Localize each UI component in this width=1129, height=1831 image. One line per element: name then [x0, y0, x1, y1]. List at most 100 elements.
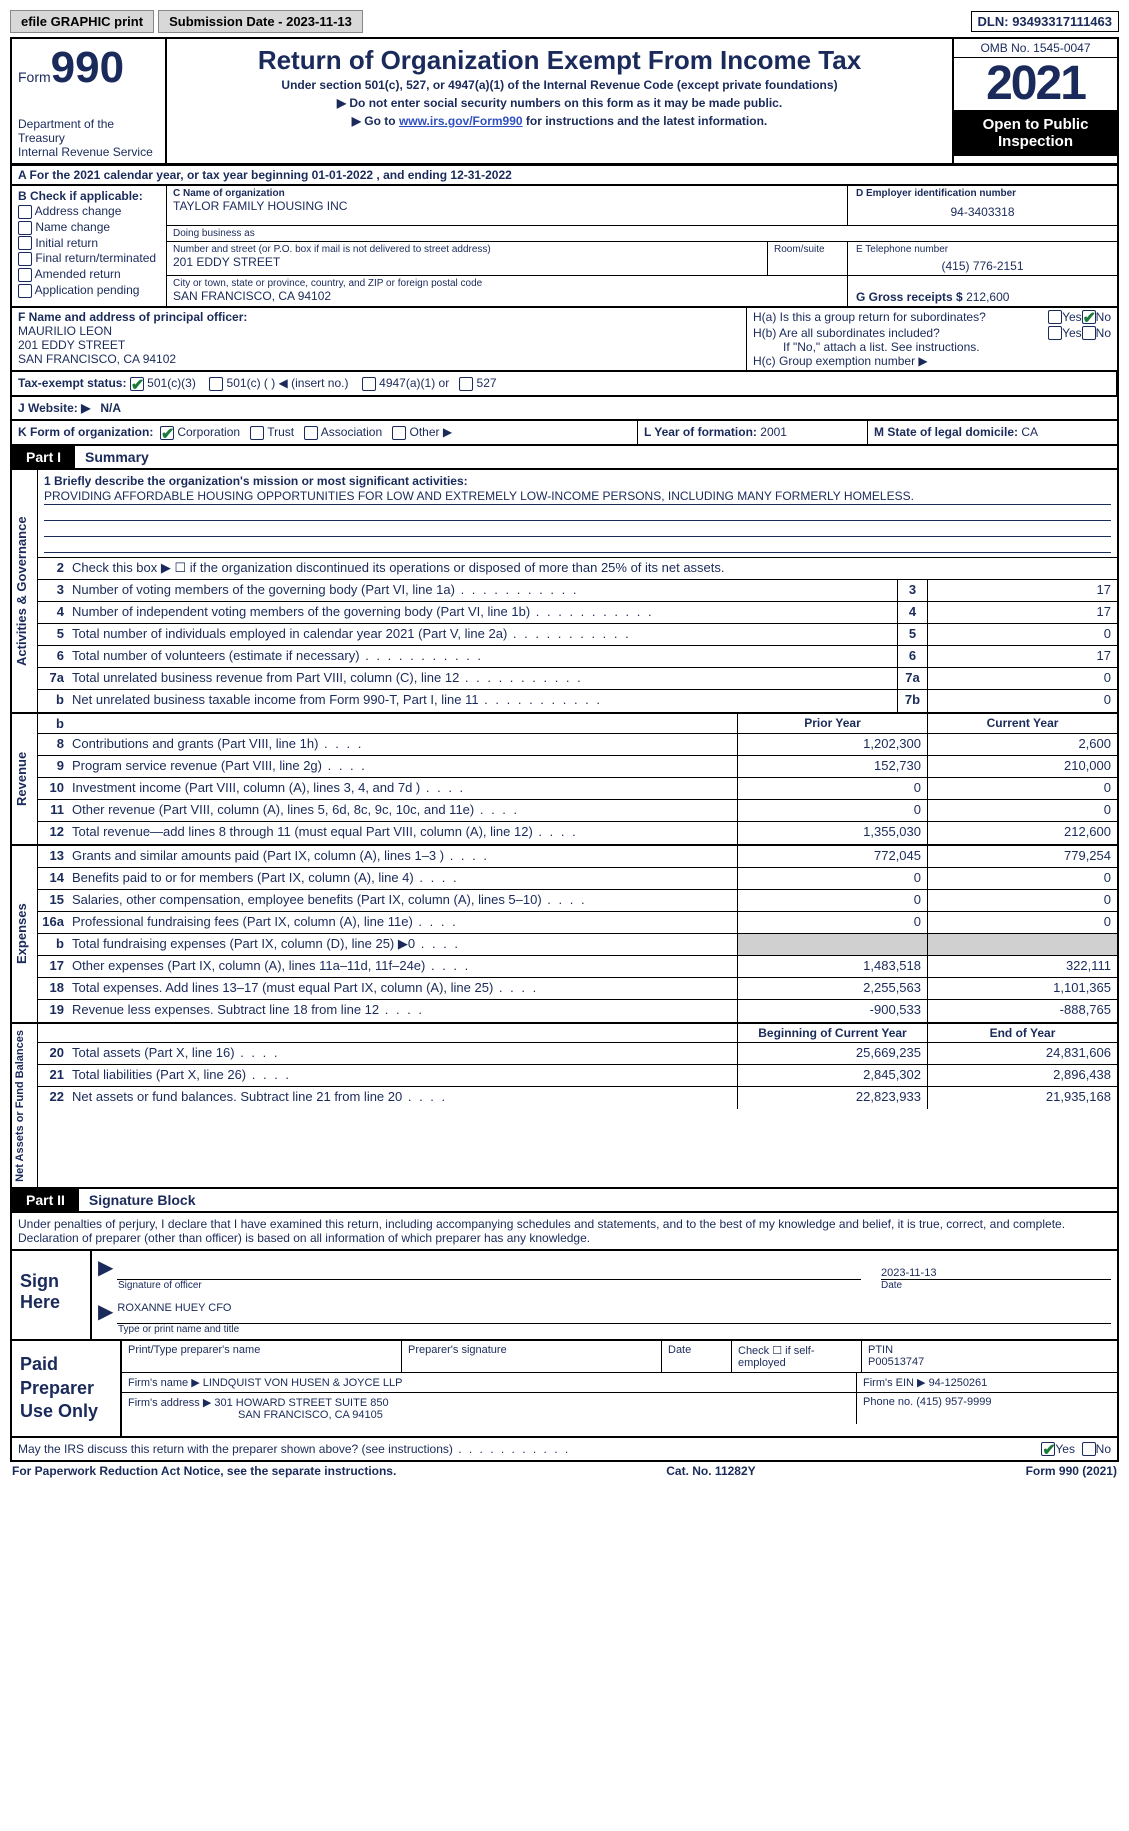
rev-hdr-spacer: [68, 714, 737, 733]
data-row-22: 22Net assets or fund balances. Subtract …: [38, 1087, 1117, 1109]
checkbox-discuss-yes[interactable]: [1041, 1442, 1055, 1456]
row-text: Total revenue—add lines 8 through 11 (mu…: [68, 822, 737, 844]
row-prior: 0: [737, 912, 927, 933]
checkbox-other[interactable]: [392, 426, 406, 440]
row-text: Total unrelated business revenue from Pa…: [68, 668, 897, 689]
checkbox-hb-yes[interactable]: [1048, 326, 1062, 340]
na-hdr-spacer: [38, 1024, 737, 1042]
officer-signature-field[interactable]: [117, 1256, 861, 1280]
col-b-header: B Check if applicable:: [18, 189, 160, 203]
row-num: 9: [38, 756, 68, 777]
section-netassets: Net Assets or Fund Balances Beginning of…: [10, 1024, 1119, 1190]
pp-ein-val: 94-1250261: [929, 1377, 988, 1389]
row-box: 7a: [897, 668, 927, 689]
checkbox-name-change[interactable]: [18, 221, 32, 235]
row-val: 0: [927, 668, 1117, 689]
checkbox-4947[interactable]: [362, 377, 376, 391]
row-val: 17: [927, 602, 1117, 623]
row-text: Net assets or fund balances. Subtract li…: [68, 1087, 737, 1109]
form-header-right: OMB No. 1545-0047 2021 Open to Public In…: [952, 39, 1117, 163]
k-label: K Form of organization:: [18, 425, 153, 439]
row-num: 21: [38, 1065, 68, 1086]
checkbox-discuss-no[interactable]: [1082, 1442, 1096, 1456]
activities-row-7a: 7aTotal unrelated business revenue from …: [38, 668, 1117, 690]
mission-blank-3: [44, 537, 1111, 553]
city-cell: City or town, state or province, country…: [167, 276, 847, 306]
section-revenue: Revenue b Prior Year Current Year 8Contr…: [10, 714, 1119, 846]
row-prior: [737, 934, 927, 955]
row-current: 0: [927, 800, 1117, 821]
checkbox-initial-return[interactable]: [18, 236, 32, 250]
row-prior: 22,823,933: [737, 1087, 927, 1109]
pp-ptin-lbl: PTIN: [868, 1344, 1111, 1356]
row-a-tax-year: A For the 2021 calendar year, or tax yea…: [10, 166, 1119, 186]
officer-name: MAURILIO LEON: [18, 324, 740, 338]
checkbox-corporation[interactable]: [160, 426, 174, 440]
row-a-mid: , and ending: [376, 168, 450, 182]
pp-addr1: 301 HOWARD STREET SUITE 850: [214, 1397, 388, 1409]
submission-date-button[interactable]: Submission Date - 2023-11-13: [158, 10, 363, 33]
name-label: Type or print name and title: [118, 1324, 1111, 1335]
lbl-address-change: Address change: [35, 204, 122, 218]
checkbox-final-return[interactable]: [18, 252, 32, 266]
checkbox-hb-no[interactable]: [1082, 326, 1096, 340]
checkbox-501c[interactable]: [209, 377, 223, 391]
rev-hdr-num: b: [38, 714, 68, 733]
line-2-num: 2: [38, 558, 68, 579]
form-number: 990: [51, 43, 124, 92]
row-prior: 772,045: [737, 846, 927, 867]
row-num: 16a: [38, 912, 68, 933]
lbl-amended-return: Amended return: [35, 267, 121, 281]
side-netassets: Net Assets or Fund Balances: [12, 1024, 38, 1188]
row-current: 322,111: [927, 956, 1117, 977]
row-text: Total assets (Part X, line 16): [68, 1043, 737, 1064]
part2-title: Signature Block: [79, 1189, 206, 1211]
row-klm: K Form of organization: Corporation Trus…: [10, 421, 1119, 446]
note2-pre: ▶ Go to: [352, 114, 399, 128]
checkbox-application-pending[interactable]: [18, 284, 32, 298]
row-current: 1,101,365: [927, 978, 1117, 999]
activities-row-3: 3Number of voting members of the governi…: [38, 580, 1117, 602]
row-num: 17: [38, 956, 68, 977]
row-prior: 152,730: [737, 756, 927, 777]
row-current: -888,765: [927, 1000, 1117, 1022]
footer-left: For Paperwork Reduction Act Notice, see …: [12, 1464, 396, 1478]
row-prior: 0: [737, 868, 927, 889]
checkbox-trust[interactable]: [250, 426, 264, 440]
data-row-11: 11Other revenue (Part VIII, column (A), …: [38, 800, 1117, 822]
row-prior: 1,202,300: [737, 734, 927, 755]
officer-name-field: ROXANNE HUEY CFO: [117, 1300, 1111, 1324]
m-value: CA: [1021, 425, 1038, 439]
checkbox-501c3[interactable]: [130, 377, 144, 391]
row-box: 6: [897, 646, 927, 667]
checkbox-527[interactable]: [459, 377, 473, 391]
row-current: 779,254: [927, 846, 1117, 867]
opt-527: 527: [477, 376, 497, 390]
l-value: 2001: [760, 425, 787, 439]
row-text: Total expenses. Add lines 13–17 (must eq…: [68, 978, 737, 999]
part2-tag: Part II: [12, 1189, 79, 1211]
form990-link[interactable]: www.irs.gov/Form990: [399, 114, 523, 128]
checkbox-amended-return[interactable]: [18, 268, 32, 282]
activities-row-6: 6Total number of volunteers (estimate if…: [38, 646, 1117, 668]
pp-selfemp-lbl: Check ☐ if self-employed: [732, 1341, 862, 1372]
row-prior: 1,355,030: [737, 822, 927, 844]
hb-note: If "No," attach a list. See instructions…: [783, 340, 1111, 354]
checkbox-ha-no[interactable]: [1082, 310, 1096, 324]
efile-print-button[interactable]: efile GRAPHIC print: [10, 10, 154, 33]
row-prior: 2,255,563: [737, 978, 927, 999]
line-2: 2 Check this box ▶ ☐ if the organization…: [38, 558, 1117, 580]
lbl-application-pending: Application pending: [35, 283, 140, 297]
row-current: 2,896,438: [927, 1065, 1117, 1086]
org-name: TAYLOR FAMILY HOUSING INC: [173, 199, 841, 213]
paid-preparer-block: Paid Preparer Use Only Print/Type prepar…: [10, 1341, 1119, 1437]
activities-row-4: 4Number of independent voting members of…: [38, 602, 1117, 624]
row-num: 3: [38, 580, 68, 601]
row-text: Professional fundraising fees (Part IX, …: [68, 912, 737, 933]
col-current-year: Current Year: [927, 714, 1117, 733]
checkbox-ha-yes[interactable]: [1048, 310, 1062, 324]
row-box: 3: [897, 580, 927, 601]
part1-header: Part I Summary: [10, 446, 1119, 470]
checkbox-association[interactable]: [304, 426, 318, 440]
checkbox-address-change[interactable]: [18, 205, 32, 219]
